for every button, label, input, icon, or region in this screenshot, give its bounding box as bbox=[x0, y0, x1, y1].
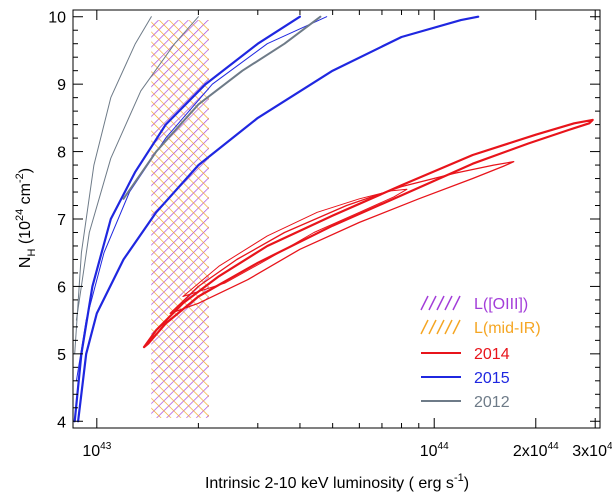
x-tick-label: 1044 bbox=[420, 441, 449, 460]
legend-hatch-stroke bbox=[444, 319, 453, 335]
x-axis-title-main: Intrinsic 2-10 keV luminosity ( erg s bbox=[205, 475, 454, 492]
x-tick-label: 2x1044 bbox=[513, 441, 559, 460]
legend-hatch-stroke bbox=[452, 295, 461, 311]
x-tick-label-exp: 44 bbox=[548, 441, 560, 452]
x-tick-label-base: 2x10 bbox=[513, 443, 548, 460]
y-tick-label: 8 bbox=[57, 145, 66, 162]
contour-2015-outer bbox=[77, 15, 480, 423]
contour-2012-middle bbox=[75, 16, 199, 321]
y-axis-title-base: N bbox=[17, 257, 34, 269]
y-tick-label: 7 bbox=[57, 212, 66, 229]
series-2012 bbox=[74, 15, 322, 355]
y-tick-label: 9 bbox=[57, 77, 66, 94]
y-axis-title-open: (10 bbox=[17, 221, 34, 249]
x-tick-label-base: 10 bbox=[420, 443, 438, 460]
luminosity-bands bbox=[151, 20, 209, 418]
series-2015 bbox=[73, 15, 480, 423]
y-tick-label: 6 bbox=[57, 279, 66, 296]
x-axis-title: Intrinsic 2-10 keV luminosity ( erg s-1) bbox=[205, 472, 469, 492]
legend-hatch-stroke bbox=[436, 319, 445, 335]
contour-2015-outer-left bbox=[73, 15, 301, 423]
x-tick-label-base: 10 bbox=[82, 443, 100, 460]
series-2014 bbox=[142, 118, 594, 349]
y-tick-label: 4 bbox=[57, 414, 66, 431]
x-tick-label-exp: 43 bbox=[100, 441, 112, 452]
y-axis-title-mid: cm bbox=[17, 183, 34, 209]
contour-2014-middle bbox=[169, 161, 515, 315]
legend-hatch-stroke bbox=[428, 295, 437, 311]
x-tick-label-exp: 44 bbox=[607, 441, 612, 452]
y-axis-title-sup2: -2 bbox=[14, 173, 26, 183]
x-tick-label-exp: 44 bbox=[438, 441, 450, 452]
contour-2012-outer bbox=[122, 15, 322, 200]
x-axis-title-end: ) bbox=[464, 475, 469, 492]
contour-series bbox=[73, 15, 594, 423]
x-axis-title-sup: -1 bbox=[454, 472, 464, 484]
contour-2014-outer bbox=[142, 118, 594, 349]
y-axis-title-close: ) bbox=[17, 168, 34, 173]
legend-label-2015: 2015 bbox=[474, 370, 510, 387]
band-mid-ir bbox=[151, 20, 209, 418]
legend-hatch-swatch bbox=[420, 295, 461, 311]
legend-hatch-stroke bbox=[436, 295, 445, 311]
y-tick-label: 5 bbox=[57, 347, 66, 364]
legend-label-l-mid-ir: L(mid-IR) bbox=[474, 320, 541, 337]
contour-2014-inner bbox=[182, 188, 408, 297]
legend: L([OIII]) L(mid-IR) 2014 2015 2012 bbox=[420, 295, 541, 411]
legend-hatch-swatch bbox=[420, 319, 461, 335]
legend-label-2012: 2012 bbox=[474, 394, 510, 411]
y-tick-label: 10 bbox=[48, 10, 66, 27]
contour-2012-inner bbox=[74, 16, 152, 355]
x-tick-label-base: 3x10 bbox=[572, 443, 607, 460]
legend-hatch-stroke bbox=[428, 319, 437, 335]
legend-hatch-stroke bbox=[444, 295, 453, 311]
x-tick-label: 1043 bbox=[82, 441, 111, 460]
y-axis-title-sup1: 24 bbox=[14, 209, 26, 221]
legend-hatch-stroke bbox=[420, 319, 429, 335]
legend-hatch-stroke bbox=[420, 295, 429, 311]
legend-hatch-stroke bbox=[452, 319, 461, 335]
y-axis-title: NH (1024 cm-2) bbox=[14, 168, 38, 268]
y-axis-ticks: 4 5 6 7 8 9 10 bbox=[48, 10, 600, 431]
legend-label-2014: 2014 bbox=[474, 346, 510, 363]
y-axis-title-sub: H bbox=[26, 249, 38, 257]
legend-label-l-oiii: L([OIII]) bbox=[474, 296, 528, 313]
